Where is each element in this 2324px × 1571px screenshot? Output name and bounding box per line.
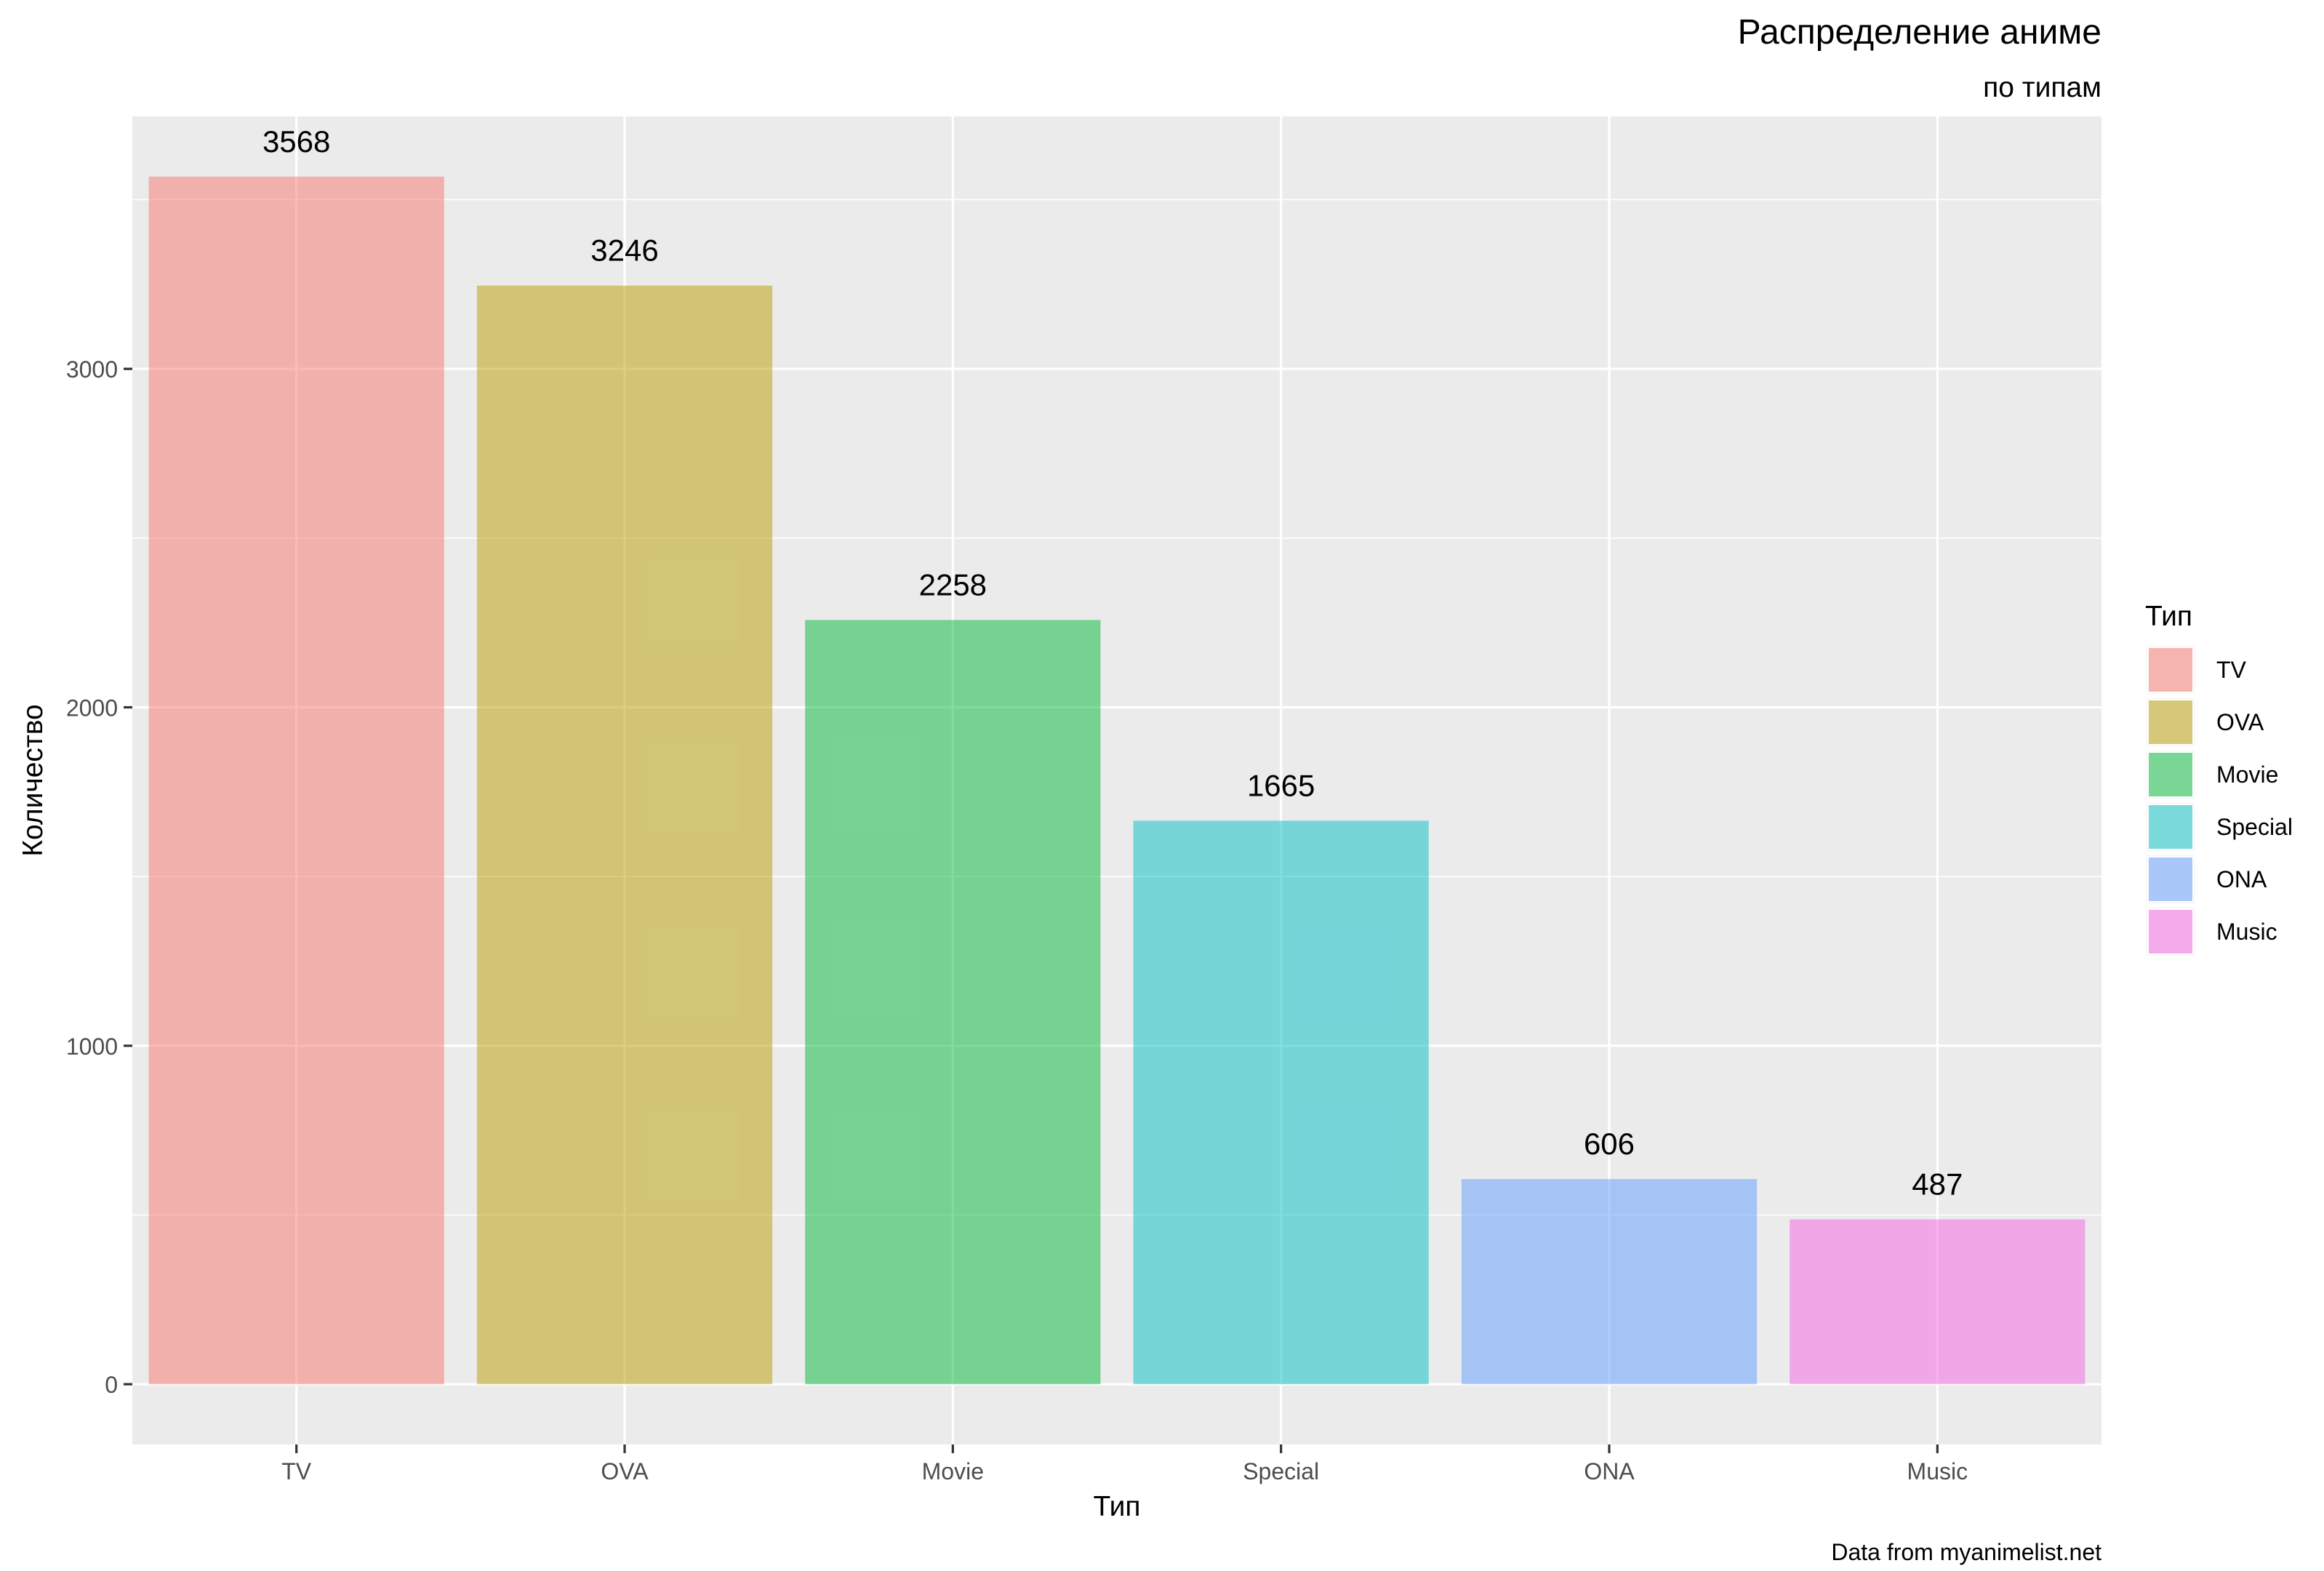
x-tick-label: ONA — [1584, 1458, 1635, 1484]
legend-item-music: Music — [2147, 908, 2277, 956]
legend-label: Movie — [2216, 761, 2278, 788]
legend-key — [2147, 856, 2194, 903]
x-tick-label: Movie — [922, 1458, 984, 1484]
legend-key — [2147, 804, 2194, 850]
x-axis-title: Тип — [1093, 1491, 1140, 1522]
legend-label: Special — [2216, 814, 2293, 840]
bar-music — [1790, 1219, 2085, 1385]
bars — [148, 176, 2085, 1385]
legend-item-ona: ONA — [2147, 855, 2267, 903]
chart-title: Распределение аниме — [1738, 13, 2101, 52]
legend-key — [2147, 647, 2194, 693]
y-axis: 0 1000 2000 3000 — [66, 356, 132, 1398]
legend-item-ova: OVA — [2147, 698, 2264, 746]
x-axis: TV OVA Movie Special ONA Music — [281, 1444, 1968, 1484]
legend-label: OVA — [2216, 709, 2264, 735]
y-tick-label: 2000 — [66, 695, 118, 721]
bar-value-label: 3246 — [590, 233, 658, 268]
legend-item-tv: TV — [2147, 646, 2247, 694]
bar-value-label: 1665 — [1247, 768, 1315, 802]
legend-item-special: Special — [2147, 803, 2293, 851]
legend-item-movie: Movie — [2147, 751, 2278, 799]
legend: Тип TV OVA Movie Special ONA Music — [2145, 601, 2293, 956]
minor-gridlines — [132, 199, 2101, 1216]
legend-label: TV — [2216, 657, 2247, 683]
panel-background — [132, 116, 2101, 1444]
bar-movie — [805, 620, 1101, 1385]
bar-value-label: 487 — [1912, 1167, 1963, 1202]
y-tick-label: 0 — [105, 1372, 118, 1398]
legend-key — [2147, 699, 2194, 745]
y-tick-label: 1000 — [66, 1034, 118, 1060]
y-axis-title: Количество — [17, 704, 49, 856]
bar-ova — [476, 285, 773, 1385]
bar-tv — [148, 176, 444, 1385]
bar-value-label: 2258 — [919, 567, 987, 601]
y-tick-label: 3000 — [66, 356, 118, 383]
bar-value-label: 606 — [1584, 1127, 1635, 1161]
legend-title: Тип — [2145, 601, 2192, 632]
bar-value-labels: 3568 3246 2258 1665 606 487 — [263, 124, 1963, 1202]
caption: Data from myanimelist.net — [1831, 1539, 2101, 1565]
bar-value-label: 3568 — [263, 124, 330, 159]
bar-ona — [1461, 1179, 1758, 1385]
chart-subtitle: по типам — [1983, 72, 2101, 103]
legend-label: ONA — [2216, 866, 2267, 892]
legend-key — [2147, 751, 2194, 798]
x-tick-label: TV — [281, 1458, 312, 1484]
x-tick-label: Special — [1243, 1458, 1319, 1484]
x-tick-label: OVA — [601, 1458, 649, 1484]
legend-key — [2147, 908, 2194, 955]
legend-label: Music — [2216, 919, 2277, 945]
x-tick-label: Music — [1907, 1458, 1968, 1484]
bar-special — [1133, 820, 1429, 1385]
